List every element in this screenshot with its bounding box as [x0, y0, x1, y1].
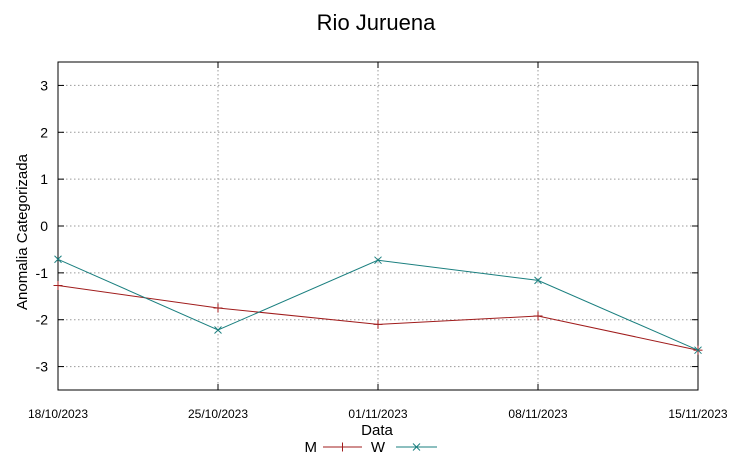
y-tick-label: 2: [40, 124, 48, 140]
y-tick-label: 3: [40, 77, 48, 93]
y-tick-label: -1: [36, 265, 49, 281]
data-point: [338, 442, 347, 452]
x-tick-label: 15/11/2023: [668, 407, 727, 421]
data-point: [694, 346, 702, 355]
data-point: [533, 311, 543, 321]
data-point: [214, 326, 222, 334]
y-tick-label: -3: [36, 359, 49, 375]
legend-item-W: W: [371, 439, 437, 456]
series: [53, 255, 703, 355]
grid: [58, 62, 698, 390]
x-tick-label: 18/10/2023: [28, 407, 88, 421]
data-point: [213, 303, 223, 313]
x-tick-label: 01/11/2023: [348, 407, 407, 421]
chart-title: Rio Juruena: [317, 10, 436, 35]
x-tick-label: 08/11/2023: [508, 407, 567, 421]
x-ticks: 18/10/2023 25/10/2023 01/11/2023 08/11/2023…: [28, 62, 728, 421]
y-ticks: 3 2 1 0 -1 -2 -3: [36, 77, 698, 375]
data-point: [412, 443, 421, 451]
y-tick-label: 1: [40, 171, 48, 187]
data-point: [53, 281, 63, 291]
data-point: [374, 256, 382, 265]
data-point: [373, 319, 383, 329]
legend-item-M: M: [305, 439, 362, 456]
y-tick-label: -2: [36, 312, 49, 328]
data-point: [54, 255, 62, 264]
x-tick-label: 25/10/2023: [188, 407, 248, 421]
y-tick-label: 0: [40, 218, 48, 234]
y-axis-label: Anomalia Categorizada: [14, 153, 31, 310]
data-point: [534, 276, 542, 285]
legend-label: W: [371, 439, 386, 456]
x-axis-label: Data: [361, 422, 393, 439]
legend-label: M: [305, 439, 318, 456]
